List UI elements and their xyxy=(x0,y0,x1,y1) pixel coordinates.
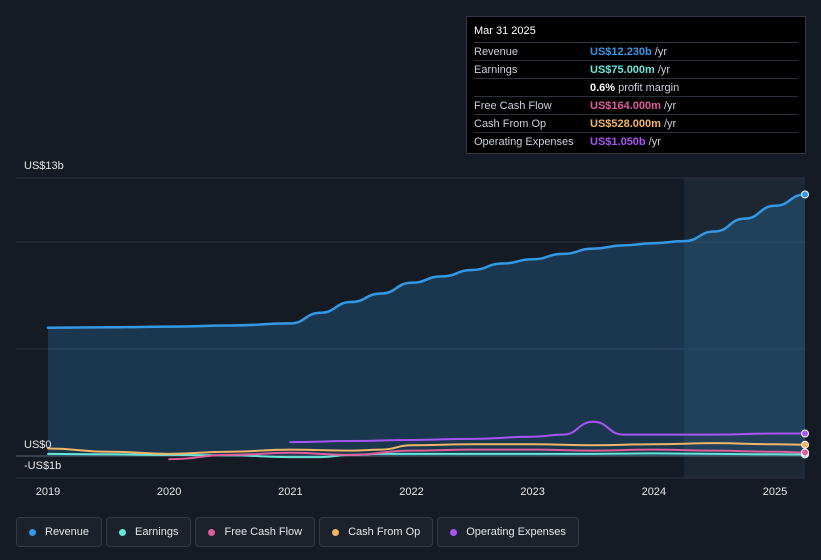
tooltip-row-label: Earnings xyxy=(474,63,518,76)
legend-label: Earnings xyxy=(135,526,179,538)
tooltip-row: Earnings US$75.000m/yr xyxy=(474,61,798,79)
tooltip-row-unit: /yr xyxy=(663,99,677,112)
tooltip-row-unit: /yr xyxy=(648,135,661,148)
tooltip-row-value: US$1.050b xyxy=(590,135,646,148)
cash-from-op-line xyxy=(47,442,806,455)
legend-item-free-cash-flow[interactable]: Free Cash Flow xyxy=(195,517,316,547)
tooltip-row-label: Free Cash Flow xyxy=(474,99,552,112)
tooltip-row-value: US$12.230b xyxy=(590,45,652,58)
x-tick-label: 2019 xyxy=(35,486,61,498)
legend-dot-icon xyxy=(208,528,216,536)
legend-label: Operating Expenses xyxy=(466,526,566,538)
legend-label: Free Cash Flow xyxy=(224,526,303,538)
cash-from-op-end-marker xyxy=(801,440,809,449)
tooltip-row: 0.6% profit margin xyxy=(474,79,798,97)
revenue-line xyxy=(46,193,807,329)
legend-dot-icon xyxy=(450,528,458,536)
y-axis-label-min: -US$1b xyxy=(24,460,62,472)
tooltip-row-label: Operating Expenses xyxy=(474,135,574,148)
x-tick-label: 2023 xyxy=(520,486,545,498)
tooltip-row: Operating Expenses US$1.050b/yr xyxy=(474,133,798,150)
tooltip-row: Cash From Op US$528.000m/yr xyxy=(474,115,798,133)
x-tick-label: 2024 xyxy=(641,486,667,498)
legend-label: Revenue xyxy=(45,526,90,538)
free-cash-flow-line xyxy=(168,448,806,461)
legend-dot-icon xyxy=(332,528,340,536)
revenue-area xyxy=(48,194,805,456)
tooltip-row-value: 0.6% xyxy=(590,81,616,94)
legend-dot-icon xyxy=(119,528,127,536)
earnings-line xyxy=(47,452,806,459)
legend: Revenue Earnings Free Cash Flow Cash From O… xyxy=(16,517,579,547)
tooltip-row: Free Cash Flow US$164.000m/yr xyxy=(474,97,798,115)
legend-label: Cash From Op xyxy=(348,526,421,538)
tooltip-row-value: US$164.000m xyxy=(590,99,661,112)
revenue-end-marker xyxy=(801,190,809,199)
tooltip-row-unit: /yr xyxy=(654,45,667,58)
forecast-highlight-region xyxy=(684,178,805,478)
legend-item-cash-from-op[interactable]: Cash From Op xyxy=(319,517,434,547)
x-tick-label: 2020 xyxy=(156,486,182,498)
legend-item-earnings[interactable]: Earnings xyxy=(106,517,192,547)
free-cash-flow-end-marker xyxy=(801,448,809,457)
y-axis-label-max: US$13b xyxy=(24,160,64,172)
tooltip-row-value: US$528.000m xyxy=(590,117,661,130)
end-markers xyxy=(801,190,809,459)
tooltip-row-unit: /yr xyxy=(663,117,677,130)
x-tick-label: 2025 xyxy=(762,486,788,498)
legend-item-revenue[interactable]: Revenue xyxy=(16,517,103,547)
tooltip: Mar 31 2025 Revenue US$12.230b/yr Earnings… xyxy=(466,16,806,154)
x-tick-label: 2022 xyxy=(399,486,424,498)
tooltip-row-unit: profit margin xyxy=(618,81,680,94)
operating-expenses-line xyxy=(289,420,806,444)
tooltip-row-unit: /yr xyxy=(657,63,671,76)
tooltip-row-label: Cash From Op xyxy=(474,117,547,130)
operating-expenses-end-marker xyxy=(801,429,809,438)
tooltip-row-value: US$75.000m xyxy=(590,63,655,76)
series-layer xyxy=(46,193,807,461)
legend-dot-icon xyxy=(29,528,36,536)
legend-item-operating-expenses[interactable]: Operating Expenses xyxy=(437,517,579,547)
tooltip-row: Revenue US$12.230b/yr xyxy=(474,43,798,61)
y-axis-label-zero: US$0 xyxy=(24,439,52,451)
tooltip-row-label: Revenue xyxy=(474,45,519,58)
tooltip-rows: Revenue US$12.230b/yr Earnings US$75.000m/y… xyxy=(474,43,798,150)
x-tick-label: 2021 xyxy=(278,486,303,498)
tooltip-date: Mar 31 2025 xyxy=(474,25,798,43)
